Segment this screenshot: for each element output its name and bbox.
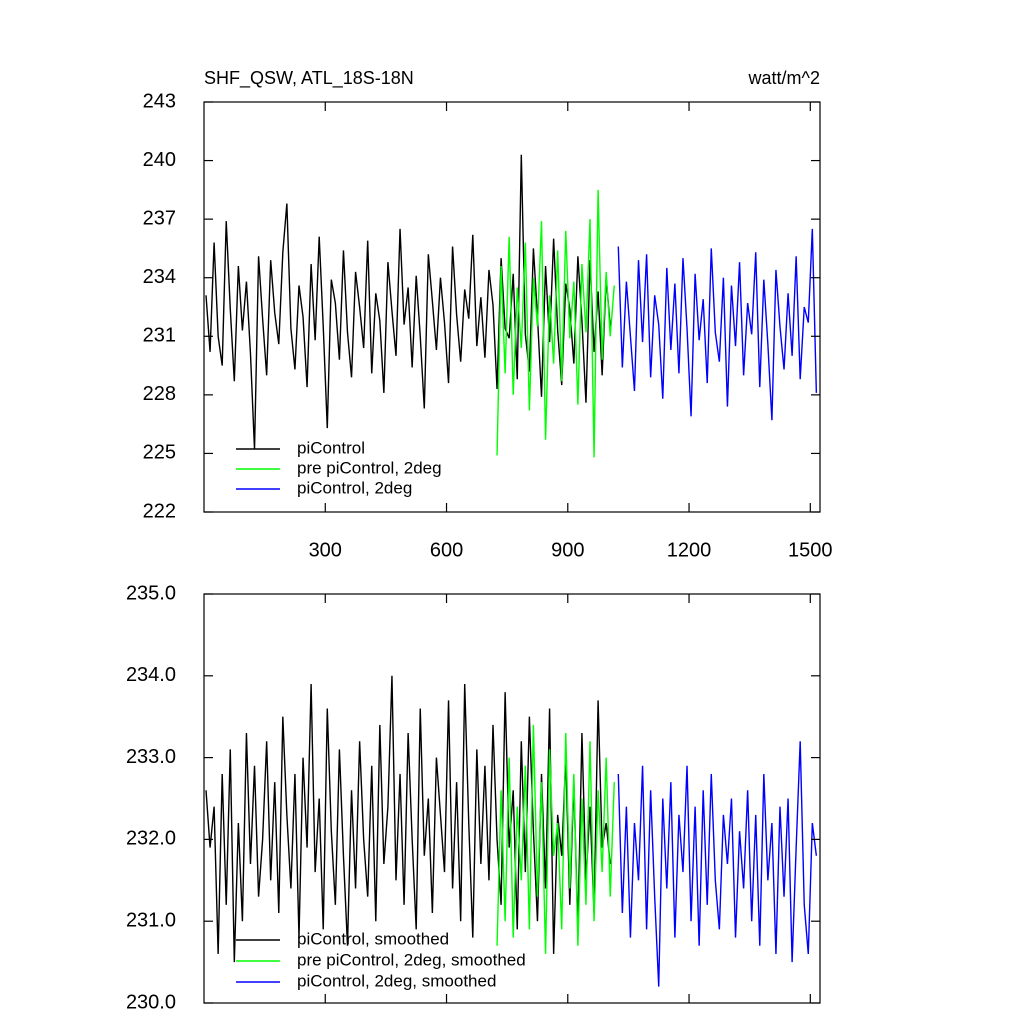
series-line bbox=[496, 189, 615, 458]
series-line bbox=[496, 724, 615, 954]
units-label: watt/m^2 bbox=[748, 68, 820, 88]
y-tick-label: 232.0 bbox=[126, 828, 176, 850]
y-tick-label: 243 bbox=[143, 90, 176, 112]
y-tick-label: 237 bbox=[143, 207, 176, 229]
legend-label: piControl, 2deg bbox=[297, 478, 412, 497]
x-tick-label: 300 bbox=[309, 539, 342, 561]
y-tick-label: 231.0 bbox=[126, 909, 176, 931]
y-tick-label: 225 bbox=[143, 442, 176, 464]
legend-label: piControl bbox=[297, 438, 365, 457]
x-tick-label: 1200 bbox=[667, 539, 712, 561]
series-line bbox=[205, 154, 611, 450]
legend-label: pre piControl, 2deg bbox=[297, 458, 442, 477]
y-tick-label: 231 bbox=[143, 325, 176, 347]
y-tick-label: 230.0 bbox=[126, 991, 176, 1013]
x-tick-label: 1500 bbox=[788, 539, 833, 561]
y-tick-label: 228 bbox=[143, 383, 176, 405]
legend-label: piControl, smoothed bbox=[297, 929, 449, 948]
y-tick-label: 222 bbox=[143, 500, 176, 522]
chart-title: SHF_QSW, ATL_18S-18N bbox=[204, 68, 414, 89]
y-tick-label: 235.0 bbox=[126, 582, 176, 604]
plot-frame bbox=[203, 101, 821, 513]
y-tick-label: 234.0 bbox=[126, 664, 176, 686]
series-line bbox=[617, 228, 818, 421]
legend-label: piControl, 2deg, smoothed bbox=[297, 971, 496, 990]
legend-label: pre piControl, 2deg, smoothed bbox=[297, 950, 526, 969]
series-line bbox=[617, 741, 818, 987]
y-tick-label: 234 bbox=[143, 266, 176, 288]
plot-frame bbox=[203, 593, 821, 1004]
series-line bbox=[205, 675, 611, 963]
x-tick-label: 900 bbox=[551, 539, 584, 561]
y-tick-label: 233.0 bbox=[126, 746, 176, 768]
y-tick-label: 240 bbox=[143, 149, 176, 171]
x-tick-label: 600 bbox=[430, 539, 463, 561]
